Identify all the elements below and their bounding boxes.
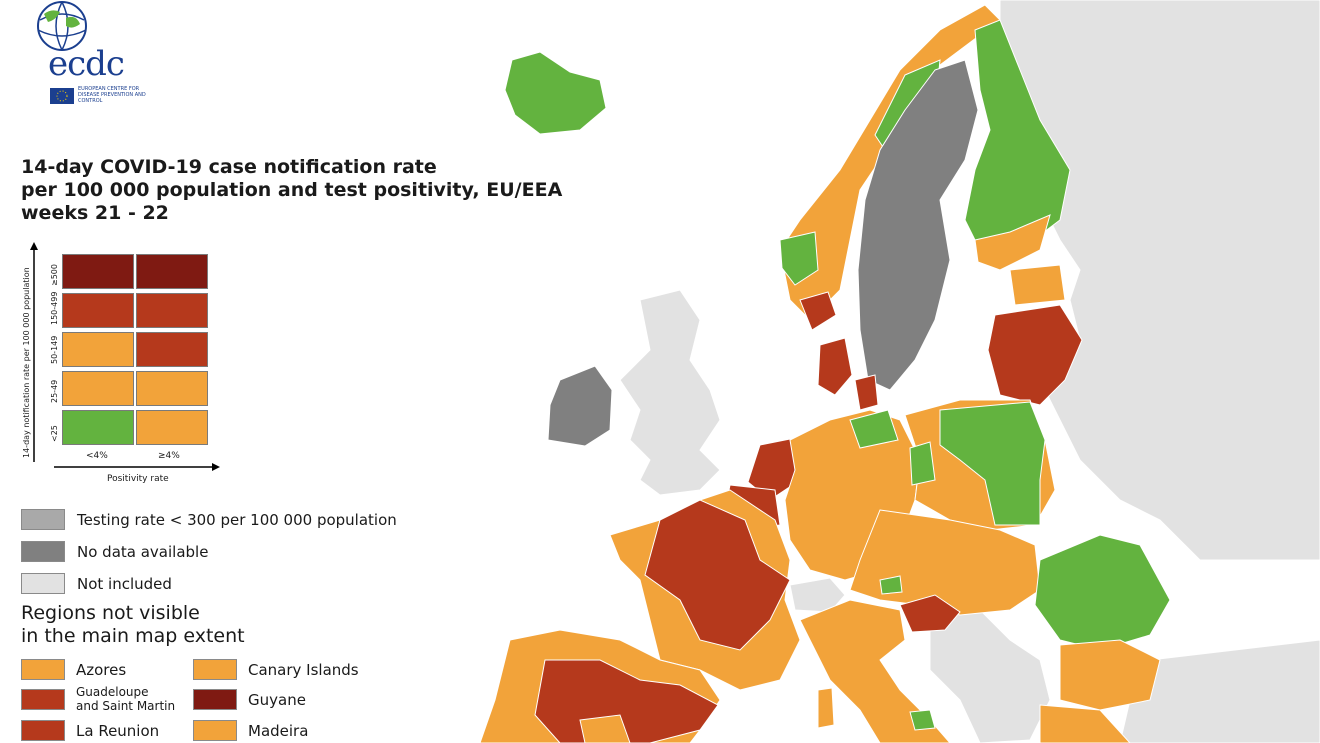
denmark-east (854, 374, 879, 411)
sweden-area (857, 59, 979, 391)
regions-heading-line-1: Regions not visible (21, 602, 200, 624)
ecdc-logo (22, 0, 162, 108)
norway-red (799, 291, 837, 331)
region-swatch (21, 659, 65, 680)
region-swatch (193, 659, 237, 680)
legend-cell (136, 410, 208, 445)
legend-cell (136, 371, 208, 406)
legend-axes (30, 242, 220, 471)
title-line-1: 14-day COVID-19 case notification rate (21, 156, 437, 178)
region-label: Guyane (248, 691, 306, 709)
denmark-area (817, 337, 853, 396)
legend-cell (62, 293, 134, 328)
legend-swatch (21, 541, 65, 562)
logo-subtitle: EUROPEAN CENTRE FOR DISEASE PREVENTION A… (78, 86, 146, 104)
row-label: 25-49 (50, 379, 59, 403)
bivariate-legend: 14-day notification rate per 100 000 pop… (20, 240, 240, 490)
regions-heading: Regions not visible in the main map exte… (21, 602, 245, 648)
legend-cell (62, 410, 134, 445)
austria-green (879, 575, 903, 595)
region-swatch (21, 720, 65, 741)
legend-cell (62, 371, 134, 406)
row-label: 150-499 (50, 291, 59, 325)
iceland-area (504, 51, 607, 135)
row-label: <25 (50, 425, 59, 442)
bulgaria-area (1059, 639, 1161, 711)
ireland-area (547, 365, 613, 447)
sardinia-area (817, 687, 835, 729)
region-label: La Reunion (76, 722, 160, 740)
region-label-line-1: Guadeloupe (76, 685, 149, 699)
globe-icon (37, 1, 87, 104)
netherlands-area (747, 437, 801, 501)
legend-cell (62, 254, 134, 289)
region-label: Azores (76, 661, 127, 679)
region-label: Madeira (248, 722, 309, 740)
legend-label: Not included (77, 575, 172, 593)
romania-area (1034, 534, 1171, 651)
legend-cell (136, 332, 208, 367)
europe-map (479, 0, 1320, 743)
region-swatch (193, 689, 237, 710)
region-label: Canary Islands (248, 661, 359, 679)
finland-south-orange (974, 214, 1051, 271)
balkans-area (929, 609, 1051, 743)
legend-swatch (21, 509, 65, 530)
col-label-high: ≥4% (158, 451, 180, 461)
x-axis-label: Positivity rate (107, 474, 169, 484)
title-line-2: per 100 000 population and test positivi… (21, 179, 563, 201)
row-label: ≥500 (50, 264, 59, 286)
logo-wordmark: ecdc (48, 44, 125, 84)
estonia-area (1009, 264, 1066, 306)
poland-green-small (909, 441, 936, 486)
title-line-3: weeks 21 - 22 (21, 202, 169, 224)
poland-green (939, 401, 1046, 526)
row-label: 50-149 (50, 335, 59, 364)
italy-green (909, 709, 936, 731)
switzerland-area (789, 577, 846, 613)
region-swatch (21, 689, 65, 710)
iberia-orange-patch (579, 714, 631, 743)
slovenia-croatia-red (899, 594, 961, 633)
legend-cell (136, 254, 208, 289)
region-label: Guadeloupe and Saint Martin (76, 685, 175, 713)
region-swatch (193, 720, 237, 741)
legend-label: Testing rate < 300 per 100 000 populatio… (77, 511, 397, 529)
col-label-low: <4% (86, 451, 108, 461)
map-title: 14-day COVID-19 case notification rate p… (21, 156, 563, 225)
region-label-line-2: and Saint Martin (76, 699, 176, 713)
legend-label: No data available (77, 543, 209, 561)
france-red-north (644, 499, 791, 651)
uk-area (619, 289, 721, 496)
legend-cell (62, 332, 134, 367)
legend-cell (136, 293, 208, 328)
germany-north-green (849, 409, 899, 449)
greece-area (1039, 704, 1131, 743)
legend-swatch (21, 573, 65, 594)
norway-south-green (779, 231, 819, 286)
regions-heading-line-2: in the main map extent (21, 625, 245, 647)
latvia-lithuania-area (987, 304, 1083, 406)
